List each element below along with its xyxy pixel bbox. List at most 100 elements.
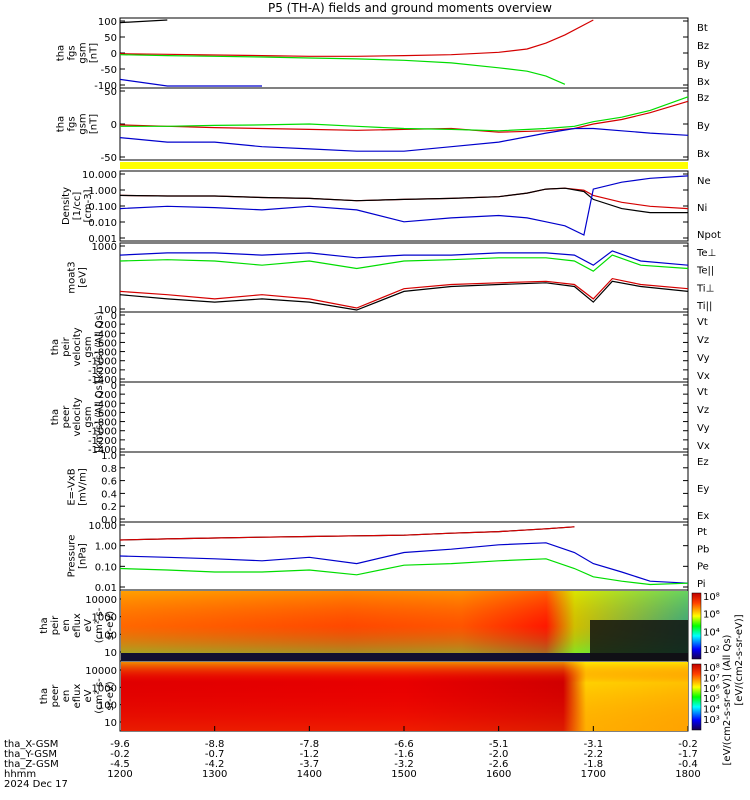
y-tick-label: 0 — [111, 381, 117, 392]
legend-entry-Vy: Vy — [697, 353, 710, 364]
y-tick-label: 1000 — [92, 242, 117, 253]
series-line-Bx — [119, 127, 689, 152]
series-line-Bz — [119, 19, 594, 57]
y-tick-label: 0.001 — [88, 234, 117, 245]
y-tick-label: 1000 — [92, 683, 117, 694]
chart-title: P5 (TH-A) fields and ground moments over… — [268, 1, 552, 15]
y-tick-label: -200 — [94, 390, 117, 401]
y-axis-label: peer — [61, 405, 72, 429]
series-line-Ti⊥ — [119, 254, 689, 272]
series-line-Pe — [119, 558, 689, 586]
series-line-Bz — [119, 100, 689, 133]
x-row-label: tha_Y-GSM — [4, 749, 57, 760]
peir-colorbar-label: [eV/(cm2-s-sr-eV)] — [734, 614, 745, 705]
colorbar-tick-label: 10⁶ — [703, 610, 720, 621]
colorbar-tick-label: 10⁴ — [703, 705, 720, 716]
y-tick-label: 0.10 — [95, 562, 117, 573]
y-axis-label: en — [61, 619, 72, 632]
y-tick-label: -100 — [94, 81, 117, 92]
y-tick-label: -50 — [101, 153, 117, 164]
y-tick-label: 100 — [98, 305, 117, 316]
x-tick-label: -2.2 — [584, 749, 604, 760]
y-axis-label: (cm²-s- — [94, 678, 105, 714]
y-tick-label: 100 — [98, 701, 117, 712]
y-axis-label: [nT] — [89, 43, 100, 63]
x-tick-label: -1.6 — [394, 749, 414, 760]
colorbar-tick-label: 10⁵ — [703, 694, 720, 705]
x-tick-label: 1800 — [675, 769, 700, 780]
y-tick-label: 50 — [104, 33, 117, 44]
x-tick-label: -2.0 — [489, 749, 509, 760]
panel-peer_velocity: 0-200-400-600-800-1000-1200-1400 tha peer v… — [50, 381, 710, 456]
y-tick-label: -1400 — [88, 445, 117, 456]
y-tick-label: -1000 — [88, 427, 117, 438]
y-axis-label: tha — [39, 617, 50, 633]
legend-entry-Npot: Npot — [697, 230, 721, 241]
panel-efield: 1.0 0.8 0.60.4 0.2 0.0 E=-VxB [mV/m] Ez Ey Ex — [67, 451, 710, 526]
x-tick-label: 1700 — [581, 769, 606, 780]
panel-frame — [119, 451, 689, 523]
y-axis-label: Pressure — [67, 535, 78, 578]
y-axis-label: E=-VxB — [67, 468, 78, 505]
panel-fgs_gsm_zoom: 50 0 -50 tha fgs gsm [nT] Bz By Bx — [56, 87, 710, 164]
y-axis-label: tha — [56, 116, 67, 132]
x-row-label: hhmm — [4, 769, 36, 780]
legend-entry-By: By — [697, 121, 710, 132]
legend-entry-Vx: Vx — [697, 371, 710, 382]
y-tick-label: 0.4 — [101, 489, 117, 500]
legend-entry-Bt: Bt — [697, 23, 708, 34]
y-tick-label: 0.01 — [95, 583, 117, 594]
y-axis-label: [km/s] (All Qs) — [94, 381, 105, 453]
x-tick-label: -5.1 — [489, 739, 509, 750]
y-tick-label: 10 — [104, 648, 117, 659]
y-tick-label: -1400 — [88, 375, 117, 386]
legend-entry-Vt: Vt — [697, 387, 708, 398]
legend-entry-Ti||: Ti|| — [696, 301, 712, 312]
y-tick-label: 100 — [98, 17, 117, 28]
y-axis-label: velocity — [72, 397, 83, 436]
peir-colorbar — [691, 592, 702, 660]
series-line-By — [120, 96, 689, 132]
y-axis-label: eflux — [72, 613, 83, 638]
legend-entry-Te⊥: Te⊥ — [696, 248, 716, 259]
x-tick-label: -0.4 — [678, 759, 698, 770]
y-tick-label: -800 — [94, 348, 117, 359]
x-tick-label: 1500 — [391, 769, 416, 780]
y-tick-label: 10 — [104, 718, 117, 729]
panel-peir_velocity: 0-200-400-600-800-1000-1200-1400 tha peir v… — [50, 311, 710, 386]
colorbar-tick-label: 10⁸ — [703, 592, 720, 603]
x-tick-label: 1400 — [297, 769, 322, 780]
y-tick-label: -600 — [94, 408, 117, 419]
y-axis-label: tha — [50, 409, 61, 425]
y-axis-label: Density — [61, 187, 72, 225]
y-axis-label: [1/cc] — [72, 192, 83, 221]
series-line-Pb — [119, 526, 575, 541]
y-axis-label: [eV] — [78, 267, 89, 288]
legend-entry-Bz: Bz — [697, 93, 709, 104]
x-tick-label: -8.8 — [205, 739, 225, 750]
y-tick-label: 10000 — [85, 666, 117, 677]
legend-entry-Pb: Pb — [697, 544, 709, 555]
colorbar-tick-label: 10⁸ — [703, 663, 720, 674]
y-axis-label: [mV/m] — [78, 468, 89, 506]
y-axis-label: moat3 — [67, 261, 78, 293]
panel-fgs_gsm: 100 50 0 -50 -100 tha fgs gsm [nT] Bt Bz By Bx — [56, 17, 710, 92]
y-axis-label: gsm — [78, 113, 89, 134]
quality-flag-bar — [120, 162, 688, 169]
legend-entry-Bz: Bz — [697, 41, 709, 52]
colorbar-tick-label: 10² — [703, 645, 720, 656]
y-axis-label: gsm — [78, 42, 89, 63]
series-line-Ne — [119, 187, 689, 210]
series-line-Ti — [119, 250, 689, 266]
y-tick-label: 10.000 — [82, 170, 117, 181]
y-tick-label: 1.000 — [88, 186, 117, 197]
legend-entry-By: By — [697, 59, 710, 70]
y-axis-label: gsm — [83, 406, 94, 427]
x-tick-label: -7.8 — [300, 739, 320, 750]
series-line-Bt — [119, 19, 168, 24]
legend-entry-Ne: Ne — [697, 176, 711, 187]
x-tick-label: 1300 — [202, 769, 227, 780]
panel-frame — [119, 311, 689, 383]
legend-entry-Vx: Vx — [697, 441, 710, 452]
x-tick-label: -3.2 — [394, 759, 414, 770]
